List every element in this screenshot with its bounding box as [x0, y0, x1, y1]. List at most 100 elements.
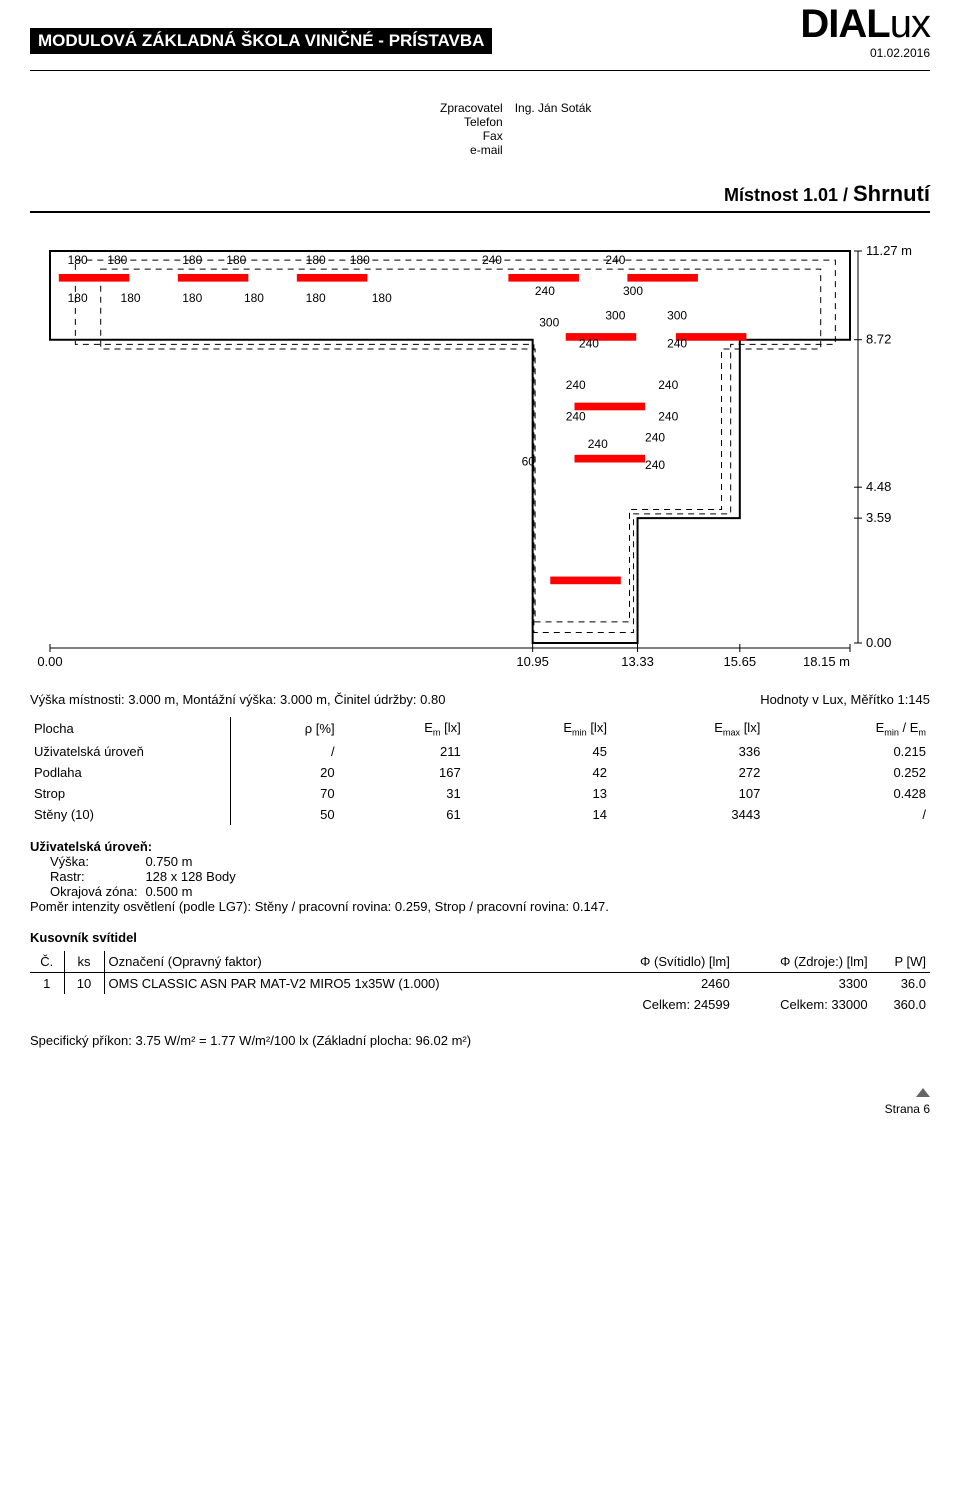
fixture-row: 110OMS CLASSIC ASN PAR MAT-V2 MIRO5 1x35… — [30, 972, 930, 994]
meta-block: ZpracovatelIng. Ján SotákTelefonFaxe-mai… — [440, 101, 930, 157]
caption-line: Výška místnosti: 3.000 m, Montážní výška… — [30, 692, 930, 707]
iso-label: 180 — [350, 253, 370, 267]
cell-ratio: 0.428 — [764, 783, 930, 804]
iso-label: 180 — [372, 291, 392, 305]
cell-name: Podlaha — [30, 762, 230, 783]
cell-name: Stěny (10) — [30, 804, 230, 825]
y-tick-label: 3.59 — [866, 510, 891, 525]
iso-label: 240 — [566, 378, 586, 392]
col-em: Em [lx] — [339, 717, 465, 741]
fx-total-philum: Celkem: 24599 — [593, 994, 734, 1015]
luminaire — [297, 274, 368, 282]
section-title-big: Shrnutí — [853, 181, 930, 206]
fx-total-p: 360.0 — [872, 994, 930, 1015]
cell-emin: 42 — [465, 762, 611, 783]
iso-label: 240 — [645, 430, 665, 444]
cell-em: 211 — [339, 741, 465, 762]
iso-label: 180 — [107, 253, 127, 267]
iso-label: 300 — [539, 315, 559, 329]
iso-label: 240 — [579, 336, 599, 350]
fx-desc: OMS CLASSIC ASN PAR MAT-V2 MIRO5 1x35W (… — [104, 972, 593, 994]
level-value: 0.750 m — [145, 854, 243, 869]
fx-col-p: P [W] — [872, 951, 930, 973]
fx-philum: 2460 — [593, 972, 734, 994]
luminaire — [627, 274, 698, 282]
brand-main: DIAL — [800, 2, 889, 46]
caption-rhs: Hodnoty v Lux, Měřítko 1:145 — [760, 692, 930, 707]
luminaire — [575, 455, 646, 463]
section-title: Místnost 1.01 / Shrnutí — [30, 181, 930, 213]
room-outline — [50, 251, 850, 643]
luminaire — [550, 577, 621, 585]
user-level-title: Uživatelská úroveň: — [30, 839, 930, 854]
cell-emax: 107 — [611, 783, 764, 804]
floorplan-svg: 1801801801801801802402401801801801801801… — [30, 233, 930, 673]
cell-emin: 14 — [465, 804, 611, 825]
lg7-ratio-line: Poměr intenzity osvětlení (podle LG7): S… — [30, 899, 930, 914]
cell-emax: 272 — [611, 762, 764, 783]
user-level-block: Uživatelská úroveň: Výška:0.750 mRastr:1… — [30, 839, 930, 914]
iso-label: 300 — [623, 284, 643, 298]
iso-label: 240 — [535, 284, 555, 298]
meta-label: Zpracovatel — [440, 101, 509, 115]
cell-em: 61 — [339, 804, 465, 825]
cell-emin: 13 — [465, 783, 611, 804]
fx-col-no: Č. — [30, 951, 64, 973]
iso-label: 180 — [182, 253, 202, 267]
fx-col-phisrc: Φ (Zdroje:) [lm] — [734, 951, 872, 973]
iso-label: 180 — [226, 253, 246, 267]
footer: Strana 6 — [30, 1088, 930, 1116]
meta-label: Telefon — [440, 115, 509, 129]
fx-col-desc: Označení (Opravný faktor) — [104, 951, 593, 973]
page: DIALux 01.02.2016 MODULOVÁ ZÁKLADNÁ ŠKOL… — [0, 0, 960, 1136]
level-key: Výška: — [30, 854, 145, 869]
meta-label: Fax — [440, 129, 509, 143]
x-tick-label: 10.95 — [516, 654, 549, 669]
brand-block: DIALux 01.02.2016 — [800, 4, 930, 60]
iso-label: 240 — [658, 378, 678, 392]
iso-label: 240 — [566, 409, 586, 423]
cell-ratio: 0.215 — [764, 741, 930, 762]
results-row: Uživatelská úroveň/211453360.215 — [30, 741, 930, 762]
cell-rho: 70 — [230, 783, 339, 804]
fx-total-phisrc: Celkem: 33000 — [734, 994, 872, 1015]
specific-power: Specifický příkon: 3.75 W/m² = 1.77 W/m²… — [30, 1033, 930, 1048]
fixtures-table: Č.ksOznačení (Opravný faktor)Φ (Svítidlo… — [30, 951, 930, 1015]
cell-emin: 45 — [465, 741, 611, 762]
fx-p: 36.0 — [872, 972, 930, 994]
iso-label: 180 — [68, 253, 88, 267]
iso-label: 240 — [645, 458, 665, 472]
iso-label: 300 — [605, 309, 625, 323]
cell-ratio: / — [764, 804, 930, 825]
caption-lhs: Výška místnosti: 3.000 m, Montážní výška… — [30, 692, 445, 707]
iso-label: 240 — [588, 437, 608, 451]
brand-sub: ux — [890, 2, 930, 46]
col-rho: ρ [%] — [230, 717, 339, 741]
col-emax: Emax [lx] — [611, 717, 764, 741]
fixture-totals: Celkem: 24599Celkem: 33000360.0 — [30, 994, 930, 1015]
cell-rho: 50 — [230, 804, 339, 825]
y-tick-label: 8.72 — [866, 332, 891, 347]
cell-name: Uživatelská úroveň — [30, 741, 230, 762]
luminaire — [508, 274, 579, 282]
meta-value: Ing. Ján Soták — [509, 101, 598, 115]
iso-label: 180 — [244, 291, 264, 305]
x-tick-label: 18.15 m — [803, 654, 850, 669]
y-tick-label: 11.27 m — [866, 243, 912, 258]
iso-label: 300 — [667, 309, 687, 323]
fixtures-title: Kusovník svítidel — [30, 930, 930, 945]
iso-label: 240 — [482, 253, 502, 267]
x-tick-label: 15.65 — [724, 654, 757, 669]
iso-label: 180 — [306, 291, 326, 305]
iso-label: 180 — [121, 291, 141, 305]
results-row: Podlaha20167422720.252 — [30, 762, 930, 783]
iso-label: 240 — [667, 336, 687, 350]
luminaire — [178, 274, 249, 282]
brand-logo: DIALux — [800, 4, 930, 44]
x-tick-label: 13.33 — [621, 654, 654, 669]
y-tick-label: 4.48 — [866, 479, 891, 494]
cell-emax: 336 — [611, 741, 764, 762]
section-title-small: Místnost 1.01 / — [724, 185, 853, 205]
x-tick-label: 0.00 — [37, 654, 62, 669]
fx-qty: 10 — [64, 972, 104, 994]
